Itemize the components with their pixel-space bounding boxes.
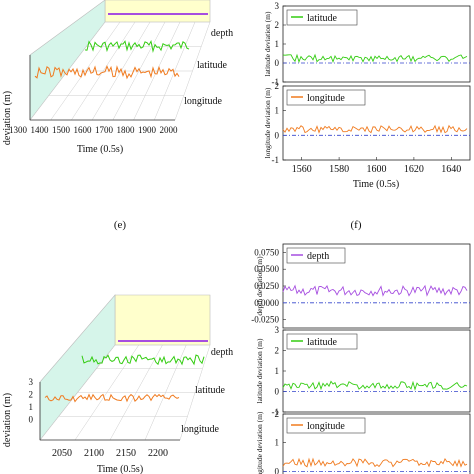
y-tick-label: 1	[275, 438, 280, 448]
legend-box	[286, 247, 346, 264]
x-tick-label: 1600	[367, 164, 387, 175]
x-tick-label: 1580	[329, 164, 349, 175]
panel-label-f: (f)	[351, 219, 362, 231]
x-tick-label: 1400	[31, 125, 50, 135]
x-tick-label: 1300	[9, 125, 28, 135]
y-tick-label: 2	[275, 346, 280, 356]
x-tick-label: 1560	[292, 164, 312, 175]
series-label-longitude: longitude	[184, 96, 222, 107]
y-tick-label: 0.0750	[254, 247, 279, 257]
legend-box	[286, 89, 366, 106]
z-tick-label: 2	[29, 390, 34, 400]
series-label-latitude: latitude	[197, 60, 228, 71]
y-tick-label: 0.0500	[254, 264, 279, 274]
x-tick-label: 2100	[84, 448, 104, 459]
x-tick-label: 2200	[148, 448, 168, 459]
y-tick-label: 3	[275, 325, 280, 335]
y-tick-label: 2	[275, 20, 280, 30]
back-plane	[114, 294, 211, 346]
z-tick-label: 0	[29, 415, 34, 425]
y-axis-title: deviation (m)	[2, 91, 13, 145]
series-latitude-line	[282, 380, 468, 391]
y-tick-label: 0.0250	[254, 281, 279, 291]
y-axis-title: latitude deviation (m)	[255, 338, 264, 403]
panel-label-e: (e)	[114, 219, 127, 231]
legend-label: latitude	[307, 13, 338, 24]
x-tick-label: 1800	[117, 125, 136, 135]
series-longitude-line	[44, 393, 180, 403]
series-longitude-line	[282, 124, 468, 134]
x-tick-label: 1640	[441, 164, 461, 175]
y-axis-title: latitude deviation (m)	[263, 11, 272, 76]
side-plane	[39, 294, 116, 441]
x-tick-label: 1900	[138, 125, 157, 135]
series-label-longitude: longitude	[181, 424, 219, 435]
x-axis-title: Time (0.5s)	[77, 144, 123, 155]
series-latitude-line	[282, 53, 468, 64]
legend-label: longitude	[307, 93, 345, 104]
z-tick-label: 1	[29, 402, 34, 412]
y-tick-label: 0	[275, 387, 280, 397]
series-label-depth: depth	[211, 347, 233, 358]
x-tick-label: 2050	[52, 448, 72, 459]
x-tick-label: 1600	[74, 125, 93, 135]
y-tick-label: -0.0250	[251, 315, 279, 325]
x-axis-title: Time (0.5s)	[97, 464, 143, 474]
x-tick-label: 2150	[116, 448, 136, 459]
y-tick-label: -1	[272, 407, 280, 417]
series-label-depth: depth	[211, 28, 233, 39]
series-depth-line	[282, 284, 468, 297]
y-tick-label: -1	[272, 155, 280, 165]
series-longitude-line	[34, 65, 180, 80]
y-tick-label: 0	[275, 466, 280, 474]
y-tick-label: 1	[275, 366, 280, 376]
y-axis-title: deviation (m)	[2, 393, 13, 447]
z-tick-label: 3	[29, 377, 34, 387]
series-label-latitude: latitude	[195, 385, 226, 396]
legend-label: longitude	[307, 421, 345, 432]
y-tick-label: 3	[275, 1, 280, 11]
legend-box	[286, 333, 358, 350]
y-tick-label: 0	[275, 58, 280, 68]
series-latitude-line	[84, 39, 190, 53]
y-axis-title: longitude deviation (m)	[255, 411, 264, 474]
back-plane	[104, 0, 211, 23]
x-tick-label: 1500	[52, 125, 71, 135]
y-axis-title: depth deviation (m)	[255, 256, 264, 316]
legend-box	[286, 417, 366, 434]
legend-box	[286, 9, 358, 26]
y-tick-label: 1	[275, 106, 280, 116]
panel-frame	[282, 413, 471, 474]
y-tick-label: 1	[275, 39, 280, 49]
x-tick-label: 1700	[95, 125, 114, 135]
series-latitude-line	[81, 354, 205, 366]
x-axis-title: Time (0.5s)	[353, 179, 399, 190]
legend-label: depth	[307, 251, 329, 262]
y-tick-label: 2	[275, 409, 280, 419]
x-tick-label: 2000	[160, 125, 179, 135]
side-plane	[29, 0, 106, 121]
series-longitude-line	[282, 457, 468, 468]
x-tick-label: 1620	[404, 164, 424, 175]
y-tick-label: 2	[275, 81, 280, 91]
y-axis-title: longitude deviation (m)	[263, 87, 272, 158]
y-tick-label: 0	[275, 130, 280, 140]
y-tick-label: 0.0000	[254, 298, 279, 308]
legend-label: latitude	[307, 337, 338, 348]
y-tick-label: -1	[272, 77, 280, 87]
